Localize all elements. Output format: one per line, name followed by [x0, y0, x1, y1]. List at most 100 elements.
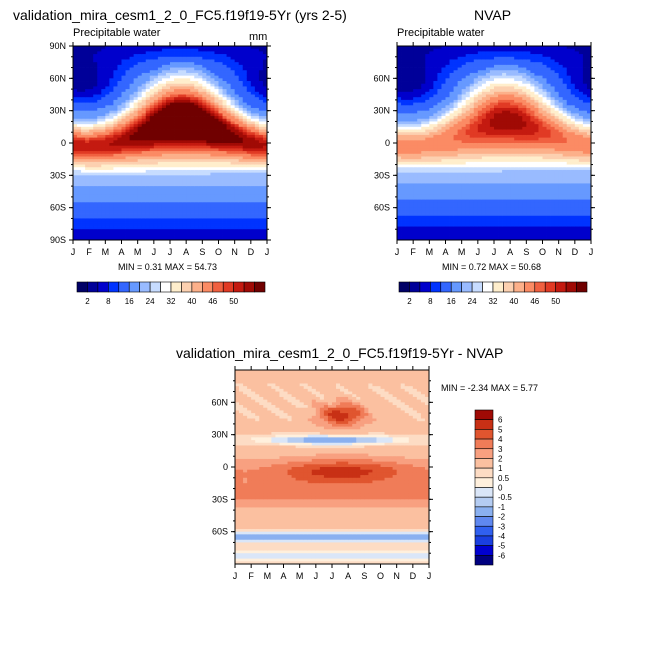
heatmap-cell [246, 215, 252, 219]
heatmap-cell [453, 118, 459, 122]
heatmap-cell [73, 86, 78, 90]
heatmap-cell [101, 94, 106, 98]
heatmap-cell [161, 175, 167, 179]
heatmap-cell [178, 46, 183, 50]
heatmap-cell [226, 132, 232, 136]
heatmap-cell [461, 59, 467, 63]
heatmap-cell [409, 48, 414, 52]
heatmap-cell [174, 180, 179, 184]
heatmap-cell [397, 145, 402, 149]
heatmap-cell [133, 126, 139, 130]
heatmap-cell [190, 97, 195, 101]
heatmap-cell [194, 148, 199, 152]
heatmap-cell [161, 188, 167, 192]
heatmap-cell [465, 67, 471, 71]
heatmap-cell [449, 124, 454, 128]
heatmap-cell [397, 204, 402, 209]
heatmap-cell [121, 213, 126, 217]
heatmap-cell [206, 234, 211, 238]
heatmap-cell [178, 113, 183, 117]
heatmap-cell [97, 143, 102, 147]
heatmap-cell [202, 156, 207, 160]
heatmap-cell [170, 64, 175, 68]
heatmap-cell [250, 188, 256, 192]
heatmap-cell [230, 102, 236, 106]
heatmap-cell [258, 59, 264, 63]
heatmap-cell [77, 129, 82, 133]
heatmap-cell [85, 175, 90, 179]
heatmap-cell [433, 46, 438, 50]
heatmap-cell [461, 70, 467, 74]
heatmap-cell [397, 175, 402, 179]
heatmap-cell [141, 54, 147, 58]
heatmap-cell [429, 102, 434, 106]
heatmap-cell [250, 102, 256, 106]
heatmap-cell [226, 169, 232, 174]
heatmap-cell [242, 78, 248, 82]
heatmap-cell [409, 145, 414, 149]
heatmap-cell [206, 186, 211, 190]
heatmap-cell [425, 226, 430, 230]
heatmap-cell [129, 234, 135, 238]
heatmap-cell [113, 132, 118, 136]
heatmap-cell [246, 213, 252, 217]
heatmap-cell [401, 215, 406, 219]
heatmap-cell [89, 48, 94, 52]
heatmap-cell [441, 186, 446, 190]
heatmap-cell [417, 75, 422, 79]
heatmap-cell [198, 231, 203, 236]
heatmap-cell [105, 172, 110, 176]
heatmap-cell [145, 81, 151, 85]
heatmap-cell [133, 72, 139, 77]
heatmap-cell [457, 204, 463, 209]
heatmap-cell [230, 113, 236, 117]
heatmap-cell [117, 180, 122, 184]
heatmap-cell [125, 99, 130, 103]
heatmap-cell [222, 102, 227, 106]
heatmap-cell [153, 183, 159, 187]
heatmap-cell [170, 167, 175, 171]
heatmap-cell [405, 116, 410, 120]
heatmap-cell [457, 145, 463, 149]
heatmap-cell [157, 161, 163, 165]
heatmap-cell [234, 62, 240, 66]
heatmap-cell [190, 107, 195, 112]
heatmap-cell [413, 194, 418, 198]
heatmap-cell [453, 196, 459, 200]
heatmap-cell [145, 199, 151, 203]
heatmap-cell [157, 207, 163, 211]
heatmap-cell [469, 202, 475, 206]
heatmap-cell [210, 169, 215, 174]
heatmap-cell [178, 137, 183, 141]
heatmap-cell [222, 199, 227, 203]
heatmap-cell [242, 202, 248, 206]
heatmap-cell [429, 153, 434, 157]
heatmap-cell [157, 94, 163, 98]
heatmap-cell [397, 180, 402, 184]
heatmap-cell [157, 172, 163, 176]
heatmap-cell [129, 218, 135, 222]
heatmap-cell [409, 202, 414, 206]
heatmap-cell [170, 72, 175, 77]
heatmap-cell [429, 191, 434, 195]
heatmap-cell [218, 164, 223, 168]
heatmap-cell [222, 64, 227, 68]
heatmap-cell [218, 94, 223, 98]
heatmap-cell [113, 156, 118, 160]
heatmap-cell [218, 83, 223, 87]
heatmap-cell [89, 81, 94, 85]
heatmap-cell [413, 229, 418, 233]
heatmap-cell [246, 124, 252, 128]
heatmap-cell [230, 94, 236, 98]
heatmap-cell [117, 145, 122, 149]
heatmap-cell [77, 180, 82, 184]
heatmap-cell [178, 121, 183, 125]
heatmap-cell [206, 132, 211, 136]
heatmap-cell [218, 97, 223, 101]
heatmap-cell [441, 107, 446, 112]
heatmap-cell [230, 89, 236, 93]
heatmap-cell [85, 143, 90, 147]
heatmap-cell [421, 70, 426, 74]
heatmap-cell [222, 159, 227, 163]
heatmap-cell [238, 134, 244, 139]
